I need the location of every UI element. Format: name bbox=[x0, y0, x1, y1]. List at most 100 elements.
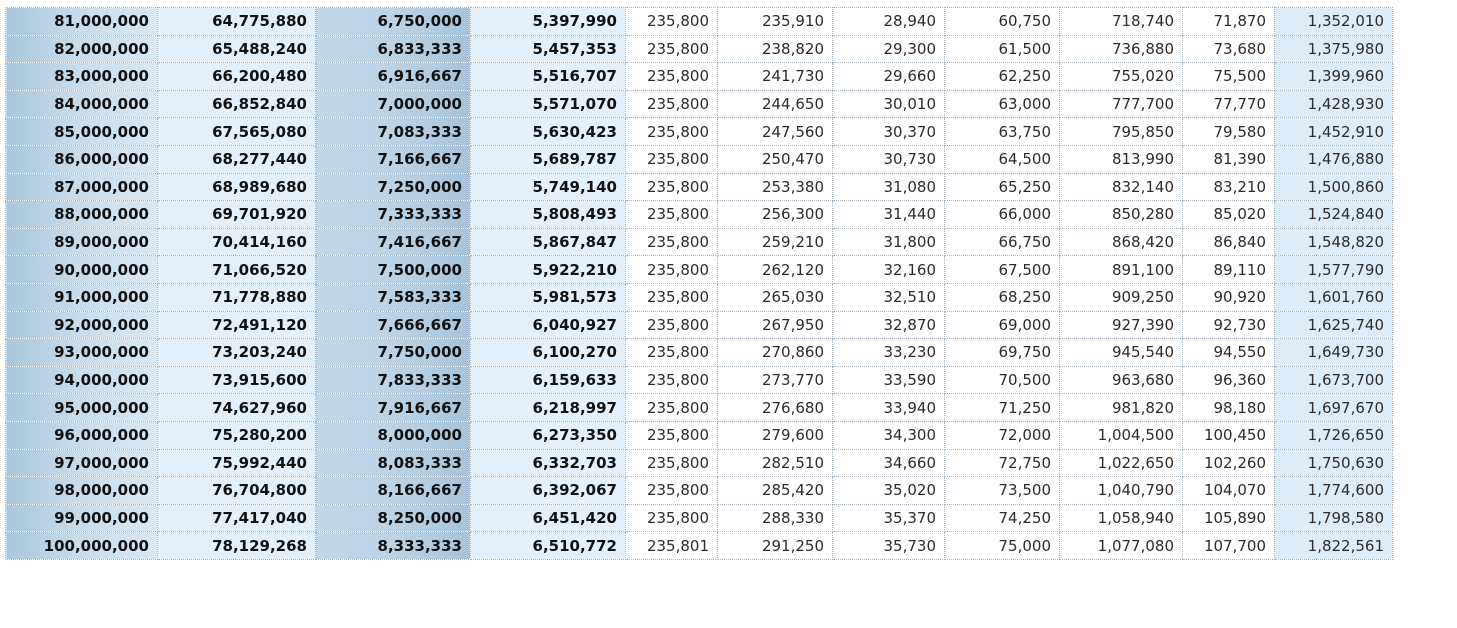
table-cell-col8[interactable]: 71,250 bbox=[944, 393, 1060, 422]
table-cell-col5[interactable]: 235,800 bbox=[625, 504, 718, 533]
table-cell-col1[interactable]: 90,000,000 bbox=[5, 255, 158, 284]
table-cell-col10[interactable]: 100,450 bbox=[1182, 421, 1275, 450]
table-cell-col3[interactable]: 7,250,000 bbox=[315, 173, 471, 202]
table-cell-col6[interactable]: 235,910 bbox=[717, 7, 833, 36]
table-cell-col8[interactable]: 67,500 bbox=[944, 255, 1060, 284]
table-cell-col1[interactable]: 87,000,000 bbox=[5, 173, 158, 202]
table-cell-col10[interactable]: 86,840 bbox=[1182, 228, 1275, 257]
table-cell-col7[interactable]: 29,300 bbox=[832, 35, 945, 64]
table-cell-col10[interactable]: 92,730 bbox=[1182, 311, 1275, 340]
table-cell-col9[interactable]: 909,250 bbox=[1059, 283, 1183, 312]
table-cell-col3[interactable]: 7,166,667 bbox=[315, 145, 471, 174]
table-cell-col7[interactable]: 30,010 bbox=[832, 90, 945, 119]
table-cell-col10[interactable]: 75,500 bbox=[1182, 62, 1275, 91]
table-cell-col6[interactable]: 291,250 bbox=[717, 531, 833, 560]
table-cell-col9[interactable]: 777,700 bbox=[1059, 90, 1183, 119]
table-cell-col5[interactable]: 235,800 bbox=[625, 117, 718, 146]
table-cell-col11[interactable]: 1,774,600 bbox=[1274, 476, 1393, 505]
table-cell-col6[interactable]: 267,950 bbox=[717, 311, 833, 340]
table-cell-col7[interactable]: 31,440 bbox=[832, 200, 945, 229]
table-cell-col10[interactable]: 105,890 bbox=[1182, 504, 1275, 533]
table-cell-col5[interactable]: 235,800 bbox=[625, 62, 718, 91]
table-cell-col10[interactable]: 85,020 bbox=[1182, 200, 1275, 229]
table-cell-col8[interactable]: 69,000 bbox=[944, 311, 1060, 340]
table-cell-col6[interactable]: 253,380 bbox=[717, 173, 833, 202]
table-cell-col9[interactable]: 813,990 bbox=[1059, 145, 1183, 174]
table-cell-col5[interactable]: 235,800 bbox=[625, 200, 718, 229]
table-cell-col5[interactable]: 235,800 bbox=[625, 145, 718, 174]
table-cell-col6[interactable]: 238,820 bbox=[717, 35, 833, 64]
table-cell-col4[interactable]: 6,100,270 bbox=[470, 338, 626, 367]
table-cell-col6[interactable]: 279,600 bbox=[717, 421, 833, 450]
table-cell-col6[interactable]: 288,330 bbox=[717, 504, 833, 533]
table-cell-col1[interactable]: 88,000,000 bbox=[5, 200, 158, 229]
table-cell-col11[interactable]: 1,601,760 bbox=[1274, 283, 1393, 312]
table-cell-col1[interactable]: 85,000,000 bbox=[5, 117, 158, 146]
table-cell-col10[interactable]: 98,180 bbox=[1182, 393, 1275, 422]
table-cell-col7[interactable]: 32,510 bbox=[832, 283, 945, 312]
table-cell-col4[interactable]: 5,630,423 bbox=[470, 117, 626, 146]
table-cell-col11[interactable]: 1,352,010 bbox=[1274, 7, 1393, 36]
table-cell-col11[interactable]: 1,375,980 bbox=[1274, 35, 1393, 64]
table-cell-col11[interactable]: 1,673,700 bbox=[1274, 366, 1393, 395]
table-cell-col2[interactable]: 71,066,520 bbox=[157, 255, 316, 284]
table-cell-col10[interactable]: 83,210 bbox=[1182, 173, 1275, 202]
table-cell-col1[interactable]: 81,000,000 bbox=[5, 7, 158, 36]
table-cell-col9[interactable]: 891,100 bbox=[1059, 255, 1183, 284]
table-cell-col11[interactable]: 1,822,561 bbox=[1274, 531, 1393, 560]
table-cell-col4[interactable]: 6,273,350 bbox=[470, 421, 626, 450]
table-cell-col9[interactable]: 795,850 bbox=[1059, 117, 1183, 146]
table-cell-col3[interactable]: 8,333,333 bbox=[315, 531, 471, 560]
table-cell-col7[interactable]: 28,940 bbox=[832, 7, 945, 36]
table-cell-col9[interactable]: 1,022,650 bbox=[1059, 449, 1183, 478]
table-cell-col8[interactable]: 63,000 bbox=[944, 90, 1060, 119]
table-cell-col6[interactable]: 285,420 bbox=[717, 476, 833, 505]
table-cell-col3[interactable]: 7,833,333 bbox=[315, 366, 471, 395]
table-cell-col8[interactable]: 66,750 bbox=[944, 228, 1060, 257]
table-cell-col5[interactable]: 235,800 bbox=[625, 35, 718, 64]
table-cell-col4[interactable]: 6,218,997 bbox=[470, 393, 626, 422]
table-cell-col6[interactable]: 259,210 bbox=[717, 228, 833, 257]
table-cell-col11[interactable]: 1,798,580 bbox=[1274, 504, 1393, 533]
table-cell-col9[interactable]: 850,280 bbox=[1059, 200, 1183, 229]
table-cell-col11[interactable]: 1,577,790 bbox=[1274, 255, 1393, 284]
table-cell-col8[interactable]: 75,000 bbox=[944, 531, 1060, 560]
table-cell-col2[interactable]: 68,277,440 bbox=[157, 145, 316, 174]
table-cell-col8[interactable]: 66,000 bbox=[944, 200, 1060, 229]
table-cell-col8[interactable]: 65,250 bbox=[944, 173, 1060, 202]
table-cell-col8[interactable]: 69,750 bbox=[944, 338, 1060, 367]
table-cell-col4[interactable]: 5,457,353 bbox=[470, 35, 626, 64]
table-cell-col10[interactable]: 89,110 bbox=[1182, 255, 1275, 284]
table-cell-col11[interactable]: 1,649,730 bbox=[1274, 338, 1393, 367]
table-cell-col1[interactable]: 91,000,000 bbox=[5, 283, 158, 312]
table-cell-col1[interactable]: 95,000,000 bbox=[5, 393, 158, 422]
table-cell-col2[interactable]: 66,852,840 bbox=[157, 90, 316, 119]
table-cell-col3[interactable]: 7,333,333 bbox=[315, 200, 471, 229]
table-cell-col5[interactable]: 235,800 bbox=[625, 7, 718, 36]
table-cell-col10[interactable]: 96,360 bbox=[1182, 366, 1275, 395]
table-cell-col4[interactable]: 6,510,772 bbox=[470, 531, 626, 560]
table-cell-col1[interactable]: 96,000,000 bbox=[5, 421, 158, 450]
table-cell-col7[interactable]: 34,300 bbox=[832, 421, 945, 450]
table-cell-col11[interactable]: 1,476,880 bbox=[1274, 145, 1393, 174]
table-cell-col1[interactable]: 93,000,000 bbox=[5, 338, 158, 367]
table-cell-col11[interactable]: 1,548,820 bbox=[1274, 228, 1393, 257]
table-cell-col3[interactable]: 7,916,667 bbox=[315, 393, 471, 422]
table-cell-col9[interactable]: 981,820 bbox=[1059, 393, 1183, 422]
table-cell-col5[interactable]: 235,800 bbox=[625, 311, 718, 340]
table-cell-col9[interactable]: 832,140 bbox=[1059, 173, 1183, 202]
table-cell-col5[interactable]: 235,800 bbox=[625, 283, 718, 312]
table-cell-col3[interactable]: 7,750,000 bbox=[315, 338, 471, 367]
table-cell-col5[interactable]: 235,800 bbox=[625, 366, 718, 395]
table-cell-col4[interactable]: 5,749,140 bbox=[470, 173, 626, 202]
table-cell-col4[interactable]: 6,159,633 bbox=[470, 366, 626, 395]
table-cell-col2[interactable]: 73,915,600 bbox=[157, 366, 316, 395]
table-cell-col7[interactable]: 33,590 bbox=[832, 366, 945, 395]
table-cell-col9[interactable]: 1,058,940 bbox=[1059, 504, 1183, 533]
table-cell-col7[interactable]: 33,940 bbox=[832, 393, 945, 422]
table-cell-col10[interactable]: 102,260 bbox=[1182, 449, 1275, 478]
table-cell-col1[interactable]: 100,000,000 bbox=[5, 531, 158, 560]
table-cell-col2[interactable]: 76,704,800 bbox=[157, 476, 316, 505]
table-cell-col10[interactable]: 71,870 bbox=[1182, 7, 1275, 36]
table-cell-col2[interactable]: 69,701,920 bbox=[157, 200, 316, 229]
